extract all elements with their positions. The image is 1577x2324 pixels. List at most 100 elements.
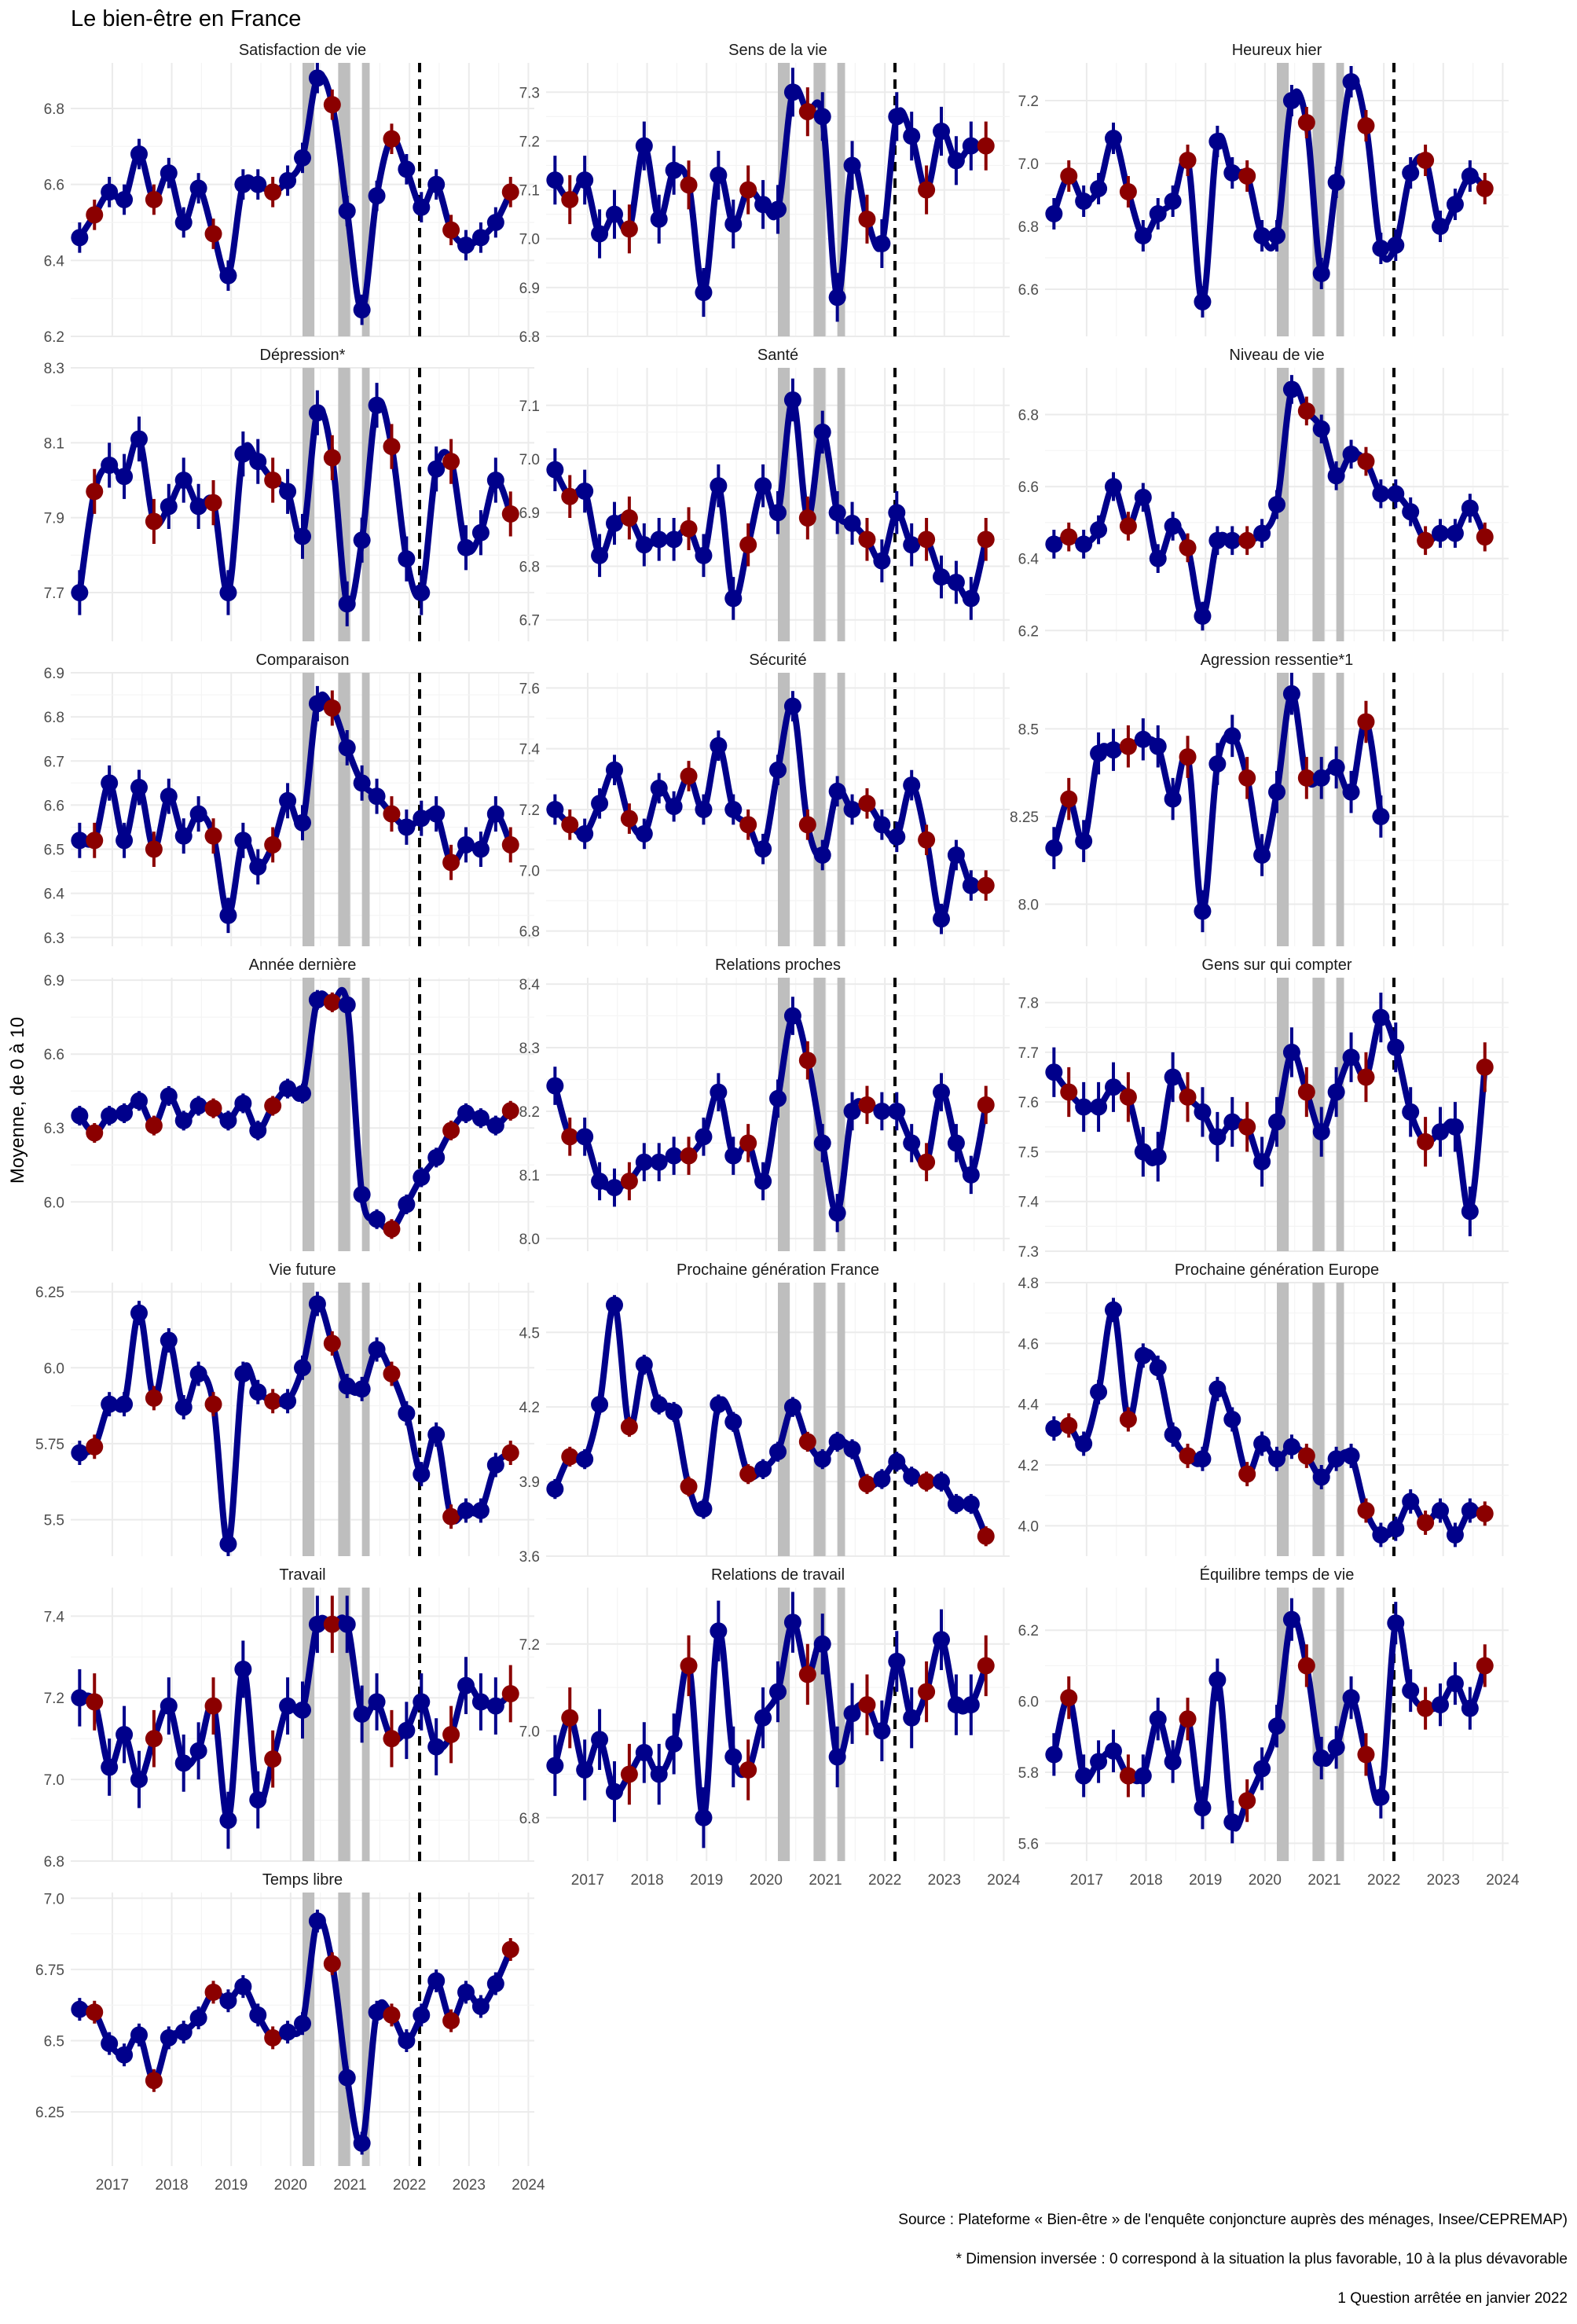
data-point — [1372, 1008, 1390, 1026]
y-tick-label: 7.2 — [519, 134, 540, 150]
data-point — [1402, 1492, 1420, 1511]
data-point — [1045, 535, 1063, 553]
data-point — [368, 2003, 386, 2021]
y-tick-label: 7.5 — [1018, 1144, 1039, 1161]
panel-title: Comparaison — [256, 652, 350, 669]
data-point — [1090, 1098, 1108, 1116]
x-tick-label: 2023 — [1427, 1872, 1460, 1889]
data-point — [413, 2006, 431, 2024]
y-tick-label: 6.8 — [1018, 219, 1039, 236]
y-tick-label: 6.9 — [519, 505, 540, 522]
data-point — [1342, 1447, 1360, 1465]
shaded-period — [1336, 368, 1344, 641]
data-point — [546, 461, 564, 479]
data-point — [665, 1403, 683, 1421]
y-tick-label: 8.0 — [1018, 897, 1039, 913]
data-point — [933, 910, 951, 928]
data-point — [427, 1738, 446, 1756]
data-point — [234, 832, 252, 850]
data-point — [279, 1697, 297, 1715]
shaded-period — [361, 673, 370, 946]
data-point-highlight — [1417, 152, 1435, 169]
data-point — [650, 531, 668, 549]
data-point — [279, 483, 297, 501]
data-point — [71, 1689, 89, 1707]
data-point — [933, 123, 951, 140]
data-point — [174, 214, 193, 231]
data-point — [249, 1791, 267, 1809]
data-point-highlight — [264, 835, 282, 854]
data-point-highlight — [858, 210, 876, 228]
data-point — [457, 237, 475, 254]
data-point — [368, 1210, 386, 1228]
data-point — [1432, 1502, 1450, 1519]
data-point — [888, 1102, 906, 1120]
data-point — [101, 1758, 119, 1776]
data-point — [783, 1007, 801, 1025]
y-tick-label: 7.6 — [519, 681, 540, 697]
data-point — [368, 187, 386, 205]
y-tick-label: 6.3 — [44, 1121, 64, 1137]
data-point-highlight — [501, 183, 519, 201]
data-point-highlight — [204, 1697, 222, 1715]
data-point — [1164, 1426, 1182, 1444]
data-point — [635, 137, 653, 155]
panel: Heureux hier 6.6 6.8 7.0 7.2 — [1018, 42, 1509, 336]
data-point — [1461, 1202, 1479, 1221]
data-point-highlight — [680, 767, 698, 785]
data-point-highlight — [1357, 1746, 1375, 1764]
data-point — [234, 445, 252, 463]
data-point-highlight — [798, 1052, 816, 1070]
y-tick-label: 6.4 — [44, 253, 65, 270]
data-point — [413, 1693, 431, 1711]
figure-title: Le bien-être en France — [71, 6, 301, 31]
data-point-highlight — [86, 483, 104, 501]
data-point — [903, 1134, 921, 1152]
data-point — [338, 739, 356, 757]
data-point — [546, 801, 564, 818]
data-point-highlight — [1297, 1447, 1315, 1465]
data-point-highlight — [442, 854, 460, 872]
y-tick-label: 6.0 — [1018, 1694, 1039, 1711]
data-point — [546, 1077, 564, 1095]
data-point — [219, 1992, 237, 2010]
shaded-period — [338, 978, 350, 1251]
data-point — [427, 1972, 446, 1990]
y-tick-label: 6.8 — [519, 924, 540, 941]
data-point-highlight — [858, 795, 876, 813]
data-point-highlight — [501, 835, 519, 854]
data-point — [116, 468, 134, 486]
data-point — [101, 456, 119, 474]
panel: Année dernière 6.0 6.3 6.6 6.9 — [44, 956, 534, 1251]
x-tick-label: 2019 — [690, 1872, 723, 1889]
data-point — [828, 504, 846, 522]
y-tick-label: 6.8 — [519, 329, 540, 346]
data-point — [427, 805, 446, 823]
data-point-highlight — [442, 1122, 460, 1140]
data-point — [813, 423, 831, 441]
data-point — [1253, 227, 1271, 244]
y-tick-label: 6.75 — [35, 1962, 64, 1979]
y-tick-label: 3.9 — [519, 1474, 540, 1491]
x-tick-label: 2018 — [1129, 1872, 1162, 1889]
data-point — [71, 584, 89, 602]
data-point-highlight — [918, 181, 936, 199]
data-point — [1104, 1078, 1122, 1096]
data-point — [1372, 1788, 1390, 1806]
data-point-highlight — [1357, 713, 1375, 731]
data-point-highlight — [977, 531, 995, 549]
data-point — [903, 777, 921, 795]
data-point — [398, 818, 416, 836]
data-point-highlight — [1060, 790, 1078, 808]
data-point — [873, 1722, 891, 1740]
data-point — [353, 1705, 371, 1724]
data-point — [828, 288, 846, 307]
data-point-highlight — [1179, 1710, 1197, 1728]
data-point — [1402, 1103, 1420, 1121]
data-point — [783, 391, 801, 409]
data-point-highlight — [264, 1392, 282, 1410]
data-point — [1446, 1675, 1464, 1693]
data-point — [1149, 1147, 1167, 1166]
data-point — [353, 531, 371, 549]
data-point — [353, 1380, 371, 1398]
